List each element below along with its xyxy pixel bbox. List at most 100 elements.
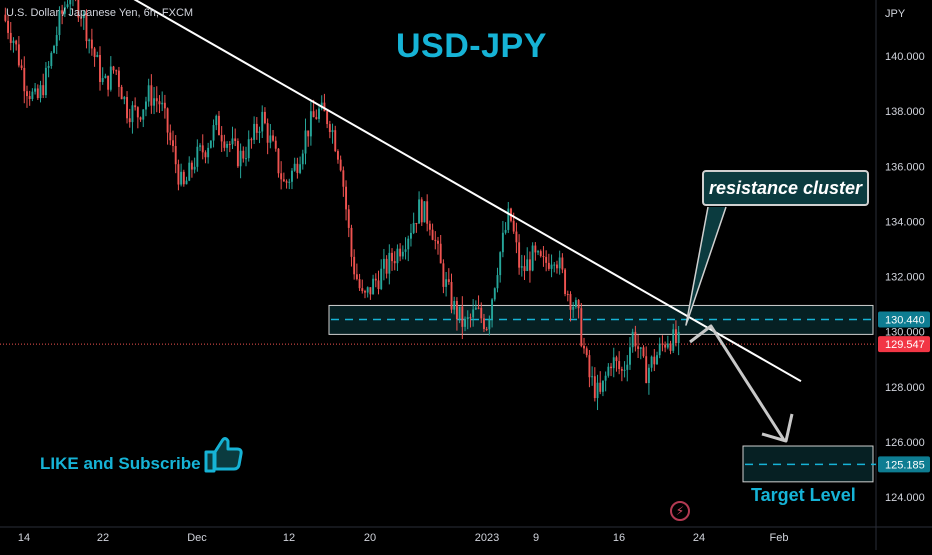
candle-body <box>455 300 458 320</box>
candle-body <box>150 85 153 106</box>
candle-body <box>547 262 550 269</box>
chart-title: USD-JPY <box>396 27 547 65</box>
candle-body <box>618 361 621 369</box>
candle-body <box>599 382 602 392</box>
candle-body <box>674 329 677 343</box>
y-tick-label: 128.000 <box>885 382 925 394</box>
candle-body <box>380 268 383 290</box>
candle-body <box>42 85 45 96</box>
y-tick-label: 134.000 <box>885 216 925 228</box>
candle-body <box>304 130 307 154</box>
candle-body <box>558 257 561 269</box>
candle-body <box>80 17 83 19</box>
candle-body <box>534 245 537 253</box>
candle-body <box>277 148 280 174</box>
candle-body <box>539 251 542 257</box>
candle-body <box>561 257 564 270</box>
candle-body <box>109 66 112 90</box>
candle-body <box>442 263 445 287</box>
x-tick-label: 2023 <box>475 532 499 544</box>
current-price-badge: 129.547 <box>885 339 925 351</box>
y-tick-label: 138.000 <box>885 106 925 118</box>
currency-label: JPY <box>885 8 906 20</box>
candle-body <box>258 131 261 133</box>
candle-body <box>604 375 607 381</box>
candle-body <box>23 67 26 92</box>
candle-body <box>645 356 648 384</box>
candle-body <box>280 173 283 180</box>
candle-body <box>353 256 356 275</box>
candle-body <box>545 256 548 263</box>
candle-body <box>142 109 145 120</box>
candle-body <box>247 139 250 159</box>
y-tick-label: 126.000 <box>885 437 925 449</box>
x-tick-label: 22 <box>97 532 109 544</box>
candle-body <box>155 98 158 102</box>
candle-body <box>336 151 339 160</box>
candle-body <box>496 275 499 289</box>
candle-body <box>250 139 253 141</box>
candle-body <box>650 356 653 368</box>
candle-body <box>58 10 61 36</box>
candle-body <box>447 279 450 282</box>
candle-body <box>491 299 494 319</box>
candle-body <box>328 124 331 133</box>
x-tick-label: 24 <box>693 532 705 544</box>
candle-body <box>434 239 437 241</box>
candle-body <box>218 115 220 136</box>
candle-body <box>623 369 626 371</box>
candle-body <box>488 318 491 330</box>
x-tick-label: 20 <box>364 532 376 544</box>
candle-body <box>472 309 475 318</box>
candle-body <box>596 382 599 399</box>
candle-body <box>77 0 80 18</box>
candle-body <box>223 141 226 148</box>
candle-body <box>85 13 88 42</box>
candle-body <box>385 258 388 274</box>
candle-body <box>401 251 404 257</box>
current-price-badge-bg <box>878 336 930 353</box>
candle-body <box>93 48 96 57</box>
candle-body <box>145 101 147 110</box>
candle-body <box>47 66 50 68</box>
projection-arrow <box>689 324 786 441</box>
candle-body <box>439 243 442 264</box>
candle-body <box>212 125 215 141</box>
candle-body <box>653 356 656 365</box>
candle-body <box>66 4 69 7</box>
candle-body <box>220 135 223 142</box>
candle-body <box>115 70 118 72</box>
candle-body <box>301 153 304 165</box>
candle-body <box>255 123 258 133</box>
candle-body <box>34 88 37 92</box>
candle-body <box>366 287 369 293</box>
candle-body <box>15 40 18 45</box>
x-tick-label: Feb <box>770 532 789 544</box>
resistance-price-badge-bg <box>878 311 930 328</box>
candle-body <box>428 223 431 230</box>
candle-body <box>20 65 23 68</box>
candle-body <box>569 294 572 310</box>
candle-body <box>242 150 245 159</box>
candle-body <box>88 39 91 42</box>
candle-body <box>358 279 361 289</box>
candle-body <box>90 39 93 49</box>
candle-body <box>136 107 139 118</box>
candle-body <box>564 269 567 294</box>
candle-body <box>323 102 326 112</box>
candle-body <box>634 331 637 347</box>
candle-body <box>69 0 72 5</box>
candle-body <box>350 227 353 257</box>
candle-body <box>410 232 412 239</box>
candle-body <box>493 288 496 300</box>
candle-body <box>104 75 107 79</box>
x-tick-label: Dec <box>187 532 207 544</box>
candle-body <box>139 117 142 120</box>
candle-body <box>423 201 426 223</box>
candle-body <box>163 102 166 109</box>
candle-body <box>334 130 337 152</box>
candle-body <box>131 105 134 123</box>
candle-body <box>188 162 191 181</box>
candle-body <box>318 108 320 119</box>
